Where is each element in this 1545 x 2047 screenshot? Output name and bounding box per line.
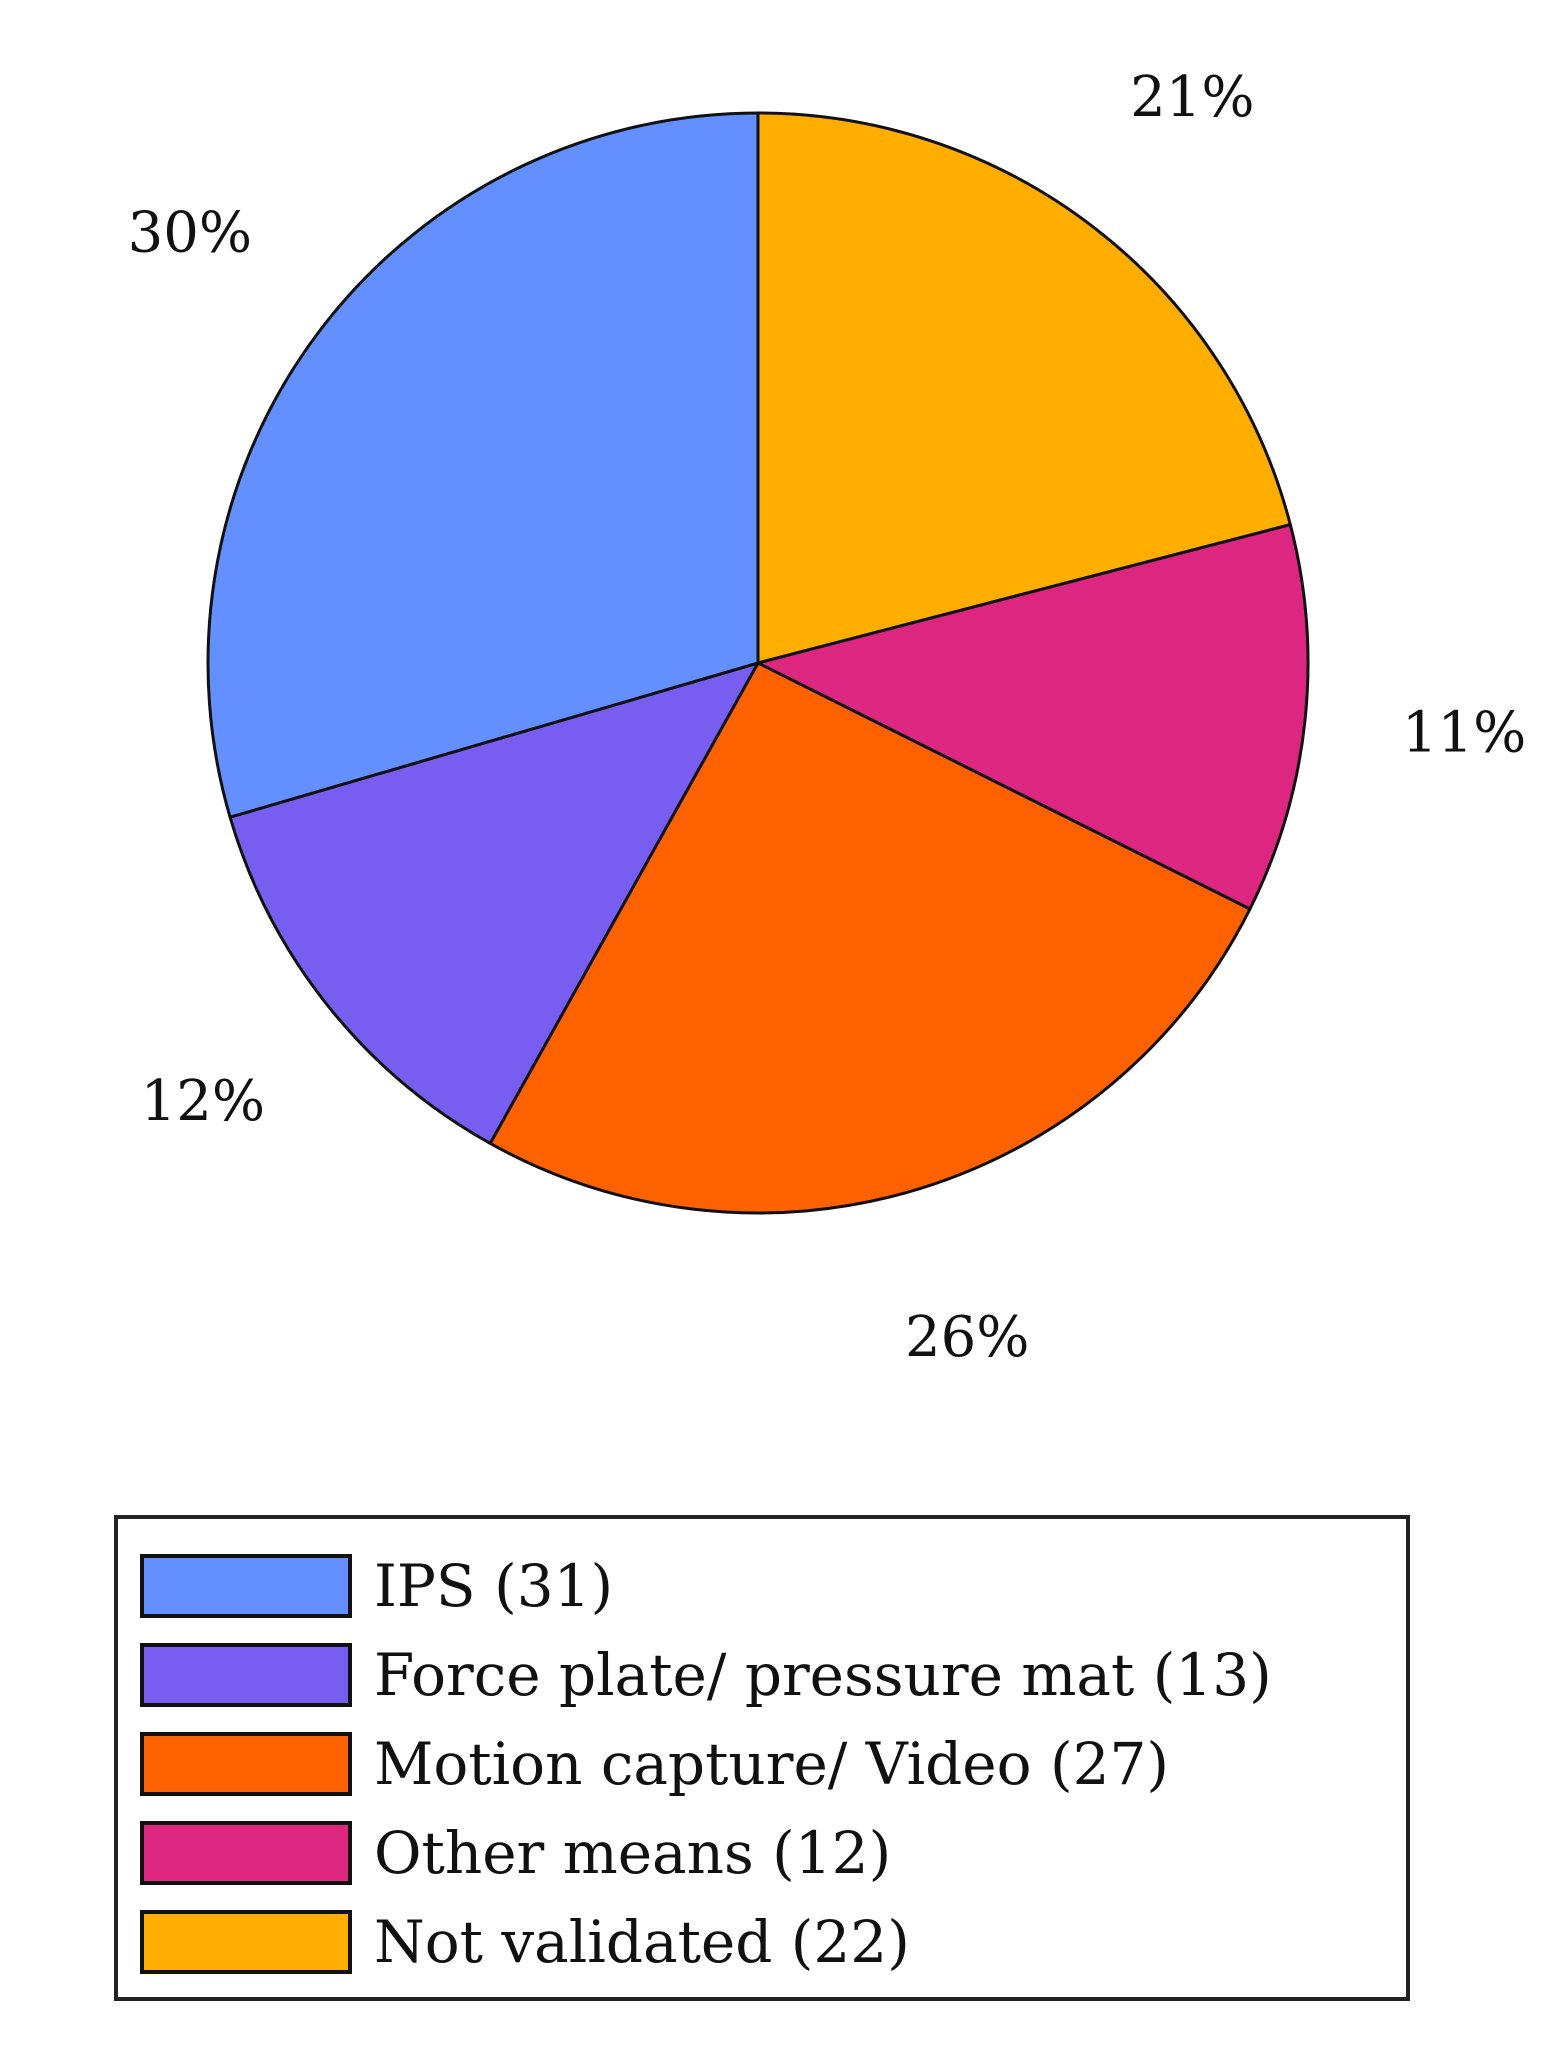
pie-slices xyxy=(206,111,1310,1215)
legend: IPS (31) Force plate/ pressure mat (13) … xyxy=(114,1515,1410,2001)
legend-item-ips: IPS (31) xyxy=(140,1541,1406,1630)
pie-percent-labels: 21% 11% 26% 12% 30% xyxy=(128,65,1527,1370)
legend-swatch-motion-capture xyxy=(140,1731,352,1796)
legend-item-force-plate: Force plate/ pressure mat (13) xyxy=(140,1630,1406,1719)
legend-item-motion-capture: Motion capture/ Video (27) xyxy=(140,1719,1406,1808)
pie-slice-force-plate xyxy=(228,661,760,1145)
legend-swatch-other-means xyxy=(140,1820,352,1885)
pie-slice-other-means xyxy=(756,523,1310,911)
pie-label-motion-capture: 26% xyxy=(905,1305,1029,1370)
pie-chart: 21% 11% 26% 12% 30% xyxy=(128,65,1527,1370)
legend-swatch-ips xyxy=(140,1553,352,1618)
pie-slice-motion-capture xyxy=(488,661,1252,1215)
legend-item-not-validated: Not validated (22) xyxy=(140,1897,1406,1986)
legend-label-motion-capture: Motion capture/ Video (27) xyxy=(374,1729,1170,1798)
pie-slice-ips xyxy=(206,111,760,819)
pie-label-other-means: 11% xyxy=(1402,701,1526,766)
pie-label-ips: 30% xyxy=(128,201,252,266)
legend-label-not-validated: Not validated (22) xyxy=(374,1907,910,1976)
legend-label-force-plate: Force plate/ pressure mat (13) xyxy=(374,1640,1272,1709)
pie-slice-not-validated xyxy=(756,111,1292,665)
legend-swatch-not-validated xyxy=(140,1909,352,1974)
legend-label-ips: IPS (31) xyxy=(374,1551,614,1620)
pie-label-force-plate: 12% xyxy=(141,1069,265,1134)
legend-label-other-means: Other means (12) xyxy=(374,1818,892,1887)
pie-label-not-validated: 21% xyxy=(1130,65,1254,130)
legend-swatch-force-plate xyxy=(140,1642,352,1707)
legend-item-other-means: Other means (12) xyxy=(140,1808,1406,1897)
